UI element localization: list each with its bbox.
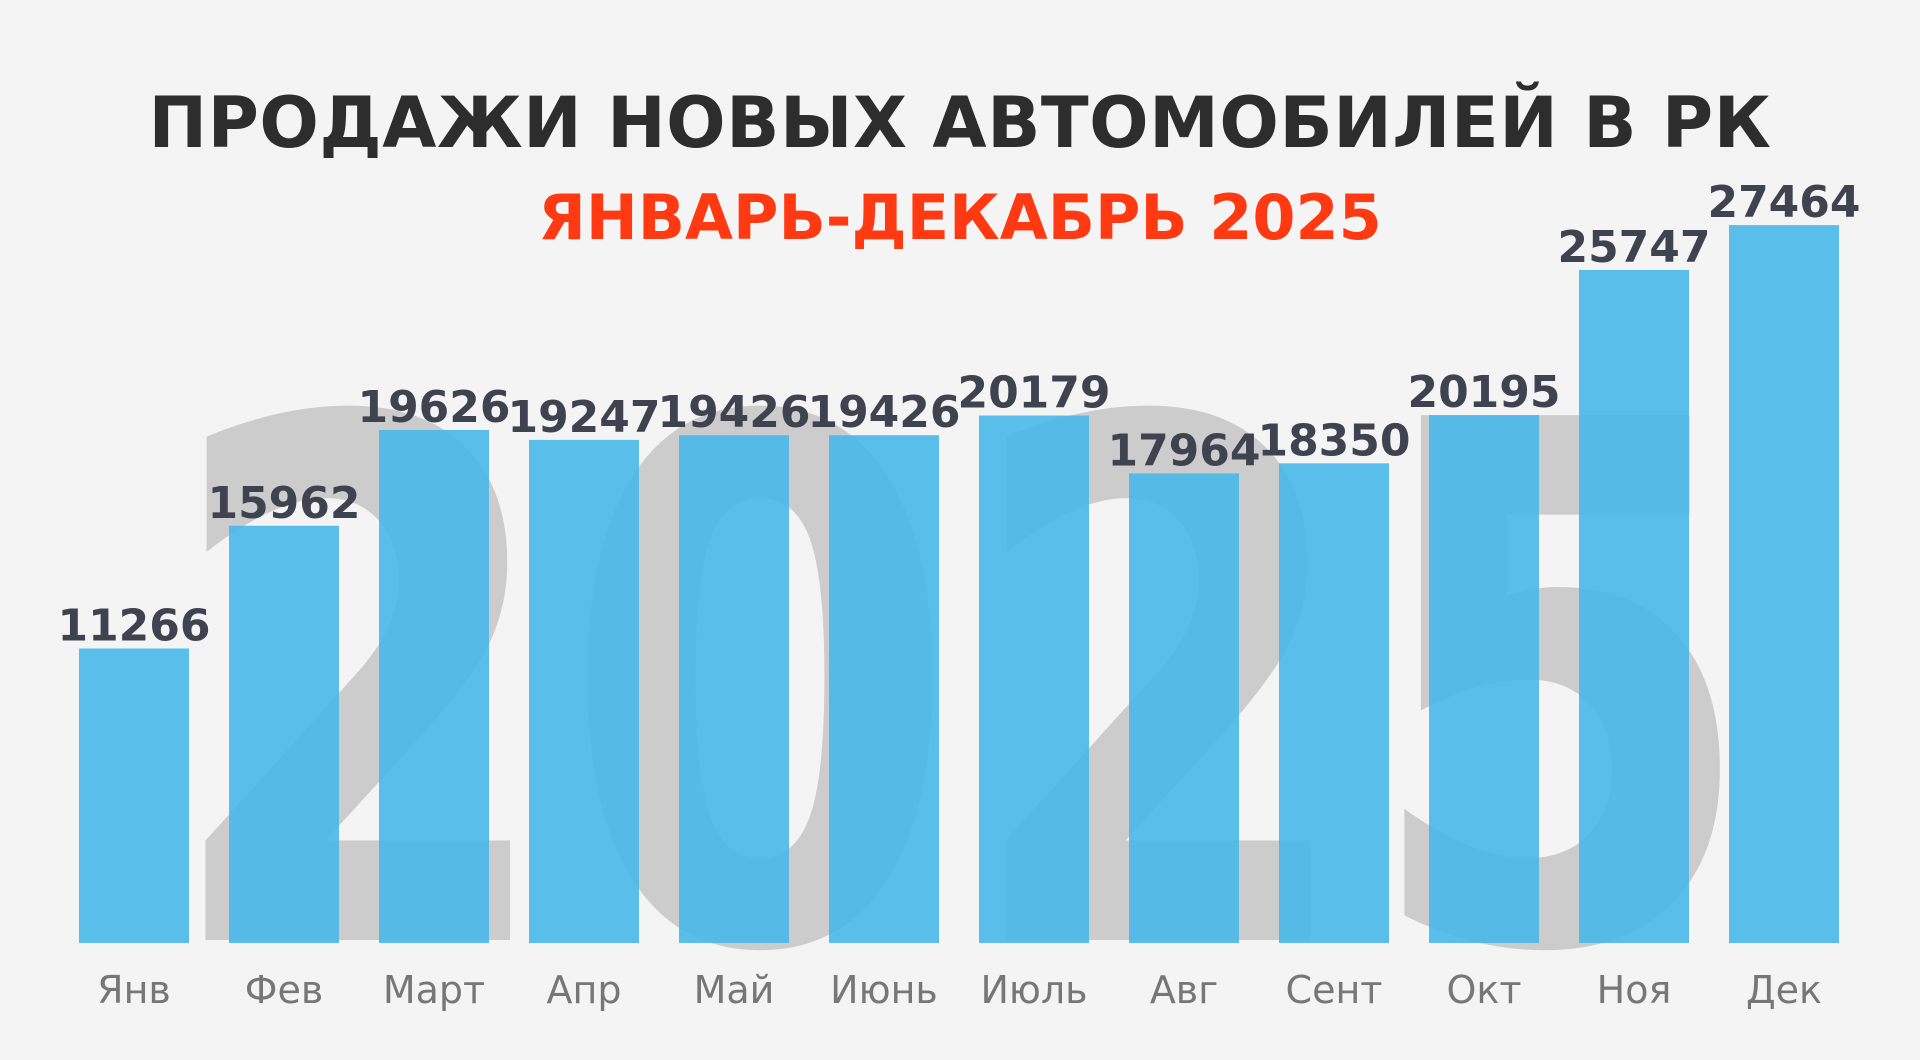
bar-9: [1279, 463, 1389, 943]
bar-11: [1579, 269, 1689, 944]
category-label-9: Сент: [1286, 968, 1383, 1012]
value-label-5: 19426: [657, 387, 810, 438]
value-label-6: 19426: [807, 387, 960, 438]
bar-7: [979, 415, 1089, 943]
category-label-11: Ноя: [1597, 968, 1672, 1012]
category-label-1: Янв: [97, 968, 171, 1012]
value-label-3: 19626: [357, 382, 510, 433]
category-label-3: Март: [383, 968, 485, 1012]
value-label-9: 18350: [1257, 415, 1410, 466]
category-label-2: Фев: [245, 968, 324, 1012]
value-label-11: 25747: [1557, 222, 1710, 273]
chart-title: ПРОДАЖИ НОВЫХ АВТОМОБИЛЕЙ В РК: [148, 82, 1772, 164]
value-label-12: 27464: [1707, 177, 1860, 228]
value-label-10: 20195: [1407, 367, 1560, 418]
value-label-4: 19247: [507, 392, 660, 443]
category-label-5: Май: [694, 968, 775, 1012]
category-label-10: Окт: [1447, 968, 1522, 1012]
bar-8: [1129, 473, 1239, 943]
category-labels-group: Янв Фев Март Апр Май Июнь Июль Авг Сент Окт Ноя Дек: [97, 968, 1822, 1012]
bar-10: [1429, 415, 1539, 944]
value-labels-group: 1126615962196261924719426194262017917964…: [57, 177, 1860, 651]
bars-group: [79, 225, 1839, 944]
bar-1: [79, 648, 189, 943]
bar-4: [529, 439, 639, 943]
value-label-1: 11266: [57, 601, 210, 652]
category-label-12: Дек: [1746, 968, 1822, 1012]
bar-5: [679, 435, 789, 943]
category-label-8: Авг: [1150, 968, 1218, 1012]
bar-2: [229, 525, 339, 943]
category-label-6: Июнь: [830, 968, 938, 1012]
value-label-2: 15962: [207, 478, 360, 529]
chart-subtitle: ЯНВАРЬ-ДЕКАБРЬ 2025: [538, 181, 1382, 254]
bar-12: [1729, 225, 1839, 943]
category-label-4: Апр: [547, 968, 622, 1012]
value-label-7: 20179: [957, 368, 1110, 419]
bar-6: [829, 435, 939, 943]
bar-3: [379, 429, 489, 944]
category-label-7: Июль: [980, 968, 1087, 1012]
value-label-8: 17964: [1107, 425, 1260, 476]
